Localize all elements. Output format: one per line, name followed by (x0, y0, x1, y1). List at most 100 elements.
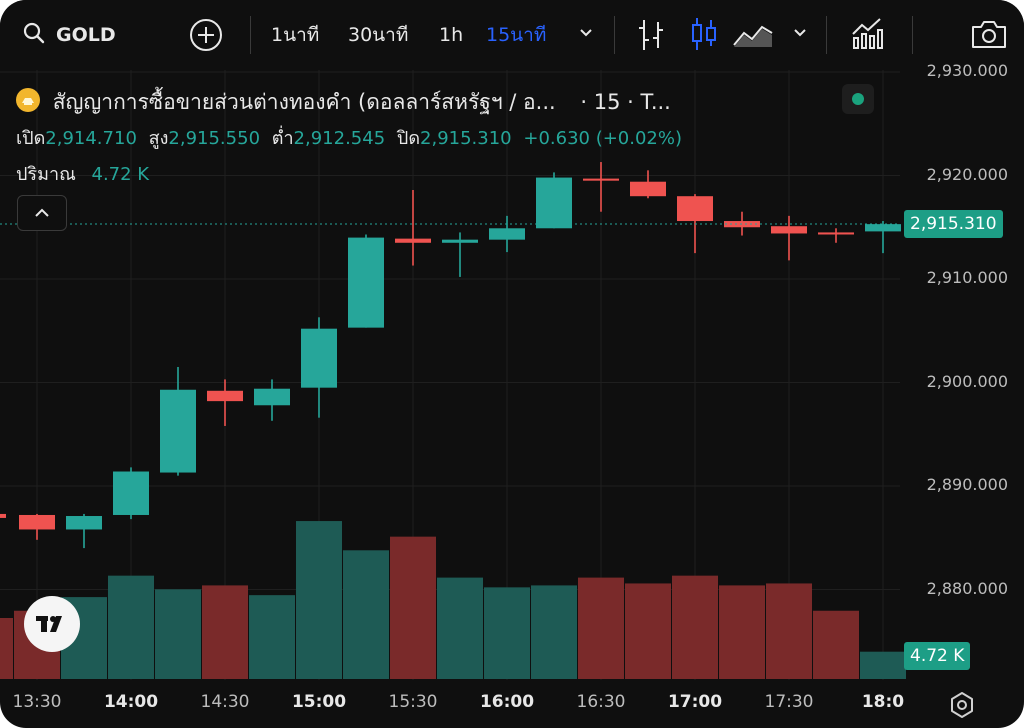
candle (207, 379, 243, 426)
volume-bar (531, 585, 577, 679)
volume-bar (766, 583, 812, 679)
volume-bar (249, 595, 295, 679)
ohlc-legend: เปิด2,914.710 สูง2,915.550 ต่ำ2,912.545 … (16, 123, 682, 152)
open-value: 2,914.710 (45, 128, 137, 149)
ohlc-bars-icon (639, 20, 663, 50)
volume-bar (672, 575, 718, 679)
volume-bar (155, 589, 201, 679)
close-label: ปิด (396, 128, 421, 149)
candle (630, 170, 666, 199)
indicators-button[interactable] (850, 16, 884, 55)
interval-suffix: · 15 · T... (580, 90, 671, 114)
time-tick-label: 17:00 (667, 692, 723, 712)
candle-body (630, 181, 666, 197)
candle-body (113, 471, 149, 515)
symbol-name: GOLD (56, 24, 116, 46)
collapse-legend-button[interactable] (17, 195, 67, 231)
time-tick-label: 14:00 (103, 692, 159, 712)
candle (442, 232, 478, 277)
volume-bars (0, 521, 906, 679)
time-tick-label: 16:30 (576, 692, 626, 712)
interval-30min[interactable]: 30นาที (348, 24, 409, 46)
tradingview-logo-icon (36, 616, 62, 632)
candle (66, 513, 102, 549)
market-status[interactable] (842, 84, 874, 114)
candle-body (489, 228, 525, 240)
candles-style-button[interactable] (690, 16, 718, 57)
interval-1min[interactable]: 1นาที (271, 24, 320, 46)
interval-dropdown[interactable] (578, 24, 594, 46)
candle (677, 194, 713, 254)
indicators-icon (852, 18, 883, 49)
area-style-button[interactable] (732, 19, 774, 54)
chevron-down-icon (794, 29, 806, 37)
high-value: 2,915.550 (168, 128, 261, 149)
low-value: 2,912.545 (293, 128, 386, 149)
bars-style-button[interactable] (636, 18, 666, 57)
interval-15min[interactable]: 15นาที (486, 24, 547, 46)
candle-body (395, 238, 431, 243)
volume-bar (625, 583, 671, 679)
low-label: ต่ำ (271, 128, 294, 149)
area-chart-icon (733, 25, 773, 47)
candle (19, 513, 55, 540)
compare-add-button[interactable] (188, 17, 224, 58)
chart-type-dropdown[interactable] (792, 24, 808, 46)
volume-bar (296, 521, 342, 679)
volume-bar (390, 536, 436, 679)
time-tick-label: 16:00 (479, 692, 535, 712)
time-tick-label: 15:00 (291, 692, 347, 712)
close-value: 2,915.310 (420, 128, 512, 149)
volume-bar (578, 577, 624, 679)
candle (536, 172, 572, 229)
candle-body (301, 328, 337, 388)
candle (771, 215, 807, 261)
candle-body (677, 196, 713, 222)
volume-bar (813, 610, 859, 679)
candle-body (724, 221, 760, 228)
price-tick-label: 2,890.000 (926, 475, 1008, 494)
volume-bar (719, 585, 765, 679)
status-dot-icon (852, 93, 864, 105)
symbol-search[interactable]: GOLD (22, 0, 116, 70)
time-tick-label: 13:30 (12, 692, 62, 712)
candle (113, 467, 149, 520)
volume-bar (108, 575, 154, 679)
candle-body (254, 388, 290, 406)
price-tick-label: 2,880.000 (926, 578, 1008, 598)
chevron-down-icon (580, 29, 592, 37)
price-tick-label: 2,910.000 (926, 268, 1008, 287)
tradingview-logo[interactable] (24, 596, 80, 652)
time-tick-label: 17:30 (764, 692, 814, 712)
last-price-tag: 2,915.310 (904, 210, 1003, 239)
candle-body (818, 232, 854, 235)
candle (865, 221, 901, 254)
time-tick-label: 14:30 (200, 692, 250, 712)
price-tick-label: 2,930.000 (926, 61, 1008, 80)
candle-body (160, 389, 196, 473)
volume-legend: ปริมาณ 4.72 K (16, 159, 149, 188)
high-label: สูง (148, 128, 169, 149)
chart-settings-button[interactable] (948, 691, 976, 719)
interval-1h[interactable]: 1h (439, 24, 464, 46)
volume-bar (0, 618, 13, 679)
gold-logo-icon (16, 88, 40, 112)
chevron-up-icon (35, 208, 49, 217)
time-tick-label: 18:0 (861, 692, 905, 712)
candlestick-icon (692, 18, 716, 50)
candle (583, 162, 619, 212)
volume-bar (860, 651, 906, 679)
divider (826, 16, 827, 54)
candle (348, 234, 384, 328)
price-tick-label: 2,920.000 (926, 164, 1008, 184)
divider (614, 16, 615, 54)
candle (818, 228, 854, 243)
symbol-title: สัญญาการซื้อขายส่วนต่างทองคำ (ดอลลาร์สหร… (52, 90, 556, 114)
candle-body (348, 237, 384, 328)
candle (301, 317, 337, 418)
candle (489, 215, 525, 253)
candle-body (66, 516, 102, 530)
screenshot-button[interactable] (970, 18, 1008, 55)
toolbar: GOLD 1นาที 30นาที 1h 15นาที (0, 0, 1024, 70)
